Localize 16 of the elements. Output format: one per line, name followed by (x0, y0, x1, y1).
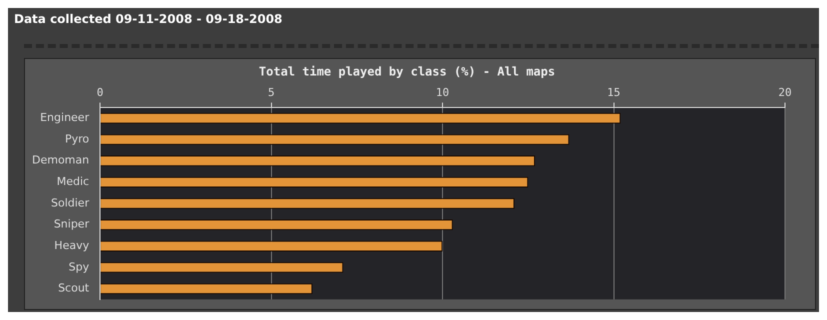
y-tick-label: Demoman (32, 154, 90, 167)
x-tick-label: 20 (778, 86, 792, 99)
x-tick-label: 0 (96, 86, 104, 99)
x-tick-label: 10 (436, 86, 450, 99)
chart-title: Total time played by class (%) - All maps (258, 64, 556, 78)
y-tick-label: Medic (56, 175, 90, 188)
y-tick-label: Spy (68, 260, 90, 274)
y-tick-label: Pyro (64, 132, 90, 146)
chart-subtitle: Data collected 09-11-2008 - 09-18-2008 (13, 11, 284, 28)
x-tick-label: 15 (607, 86, 620, 99)
y-tick-label: Soldier (51, 196, 90, 210)
x-tick-label: 5 (268, 86, 275, 99)
y-tick-label: Sniper (54, 218, 90, 231)
y-tick-label: Engineer (40, 111, 90, 124)
y-tick-label: Scout (58, 282, 90, 295)
y-tick-label: Heavy (54, 238, 90, 252)
